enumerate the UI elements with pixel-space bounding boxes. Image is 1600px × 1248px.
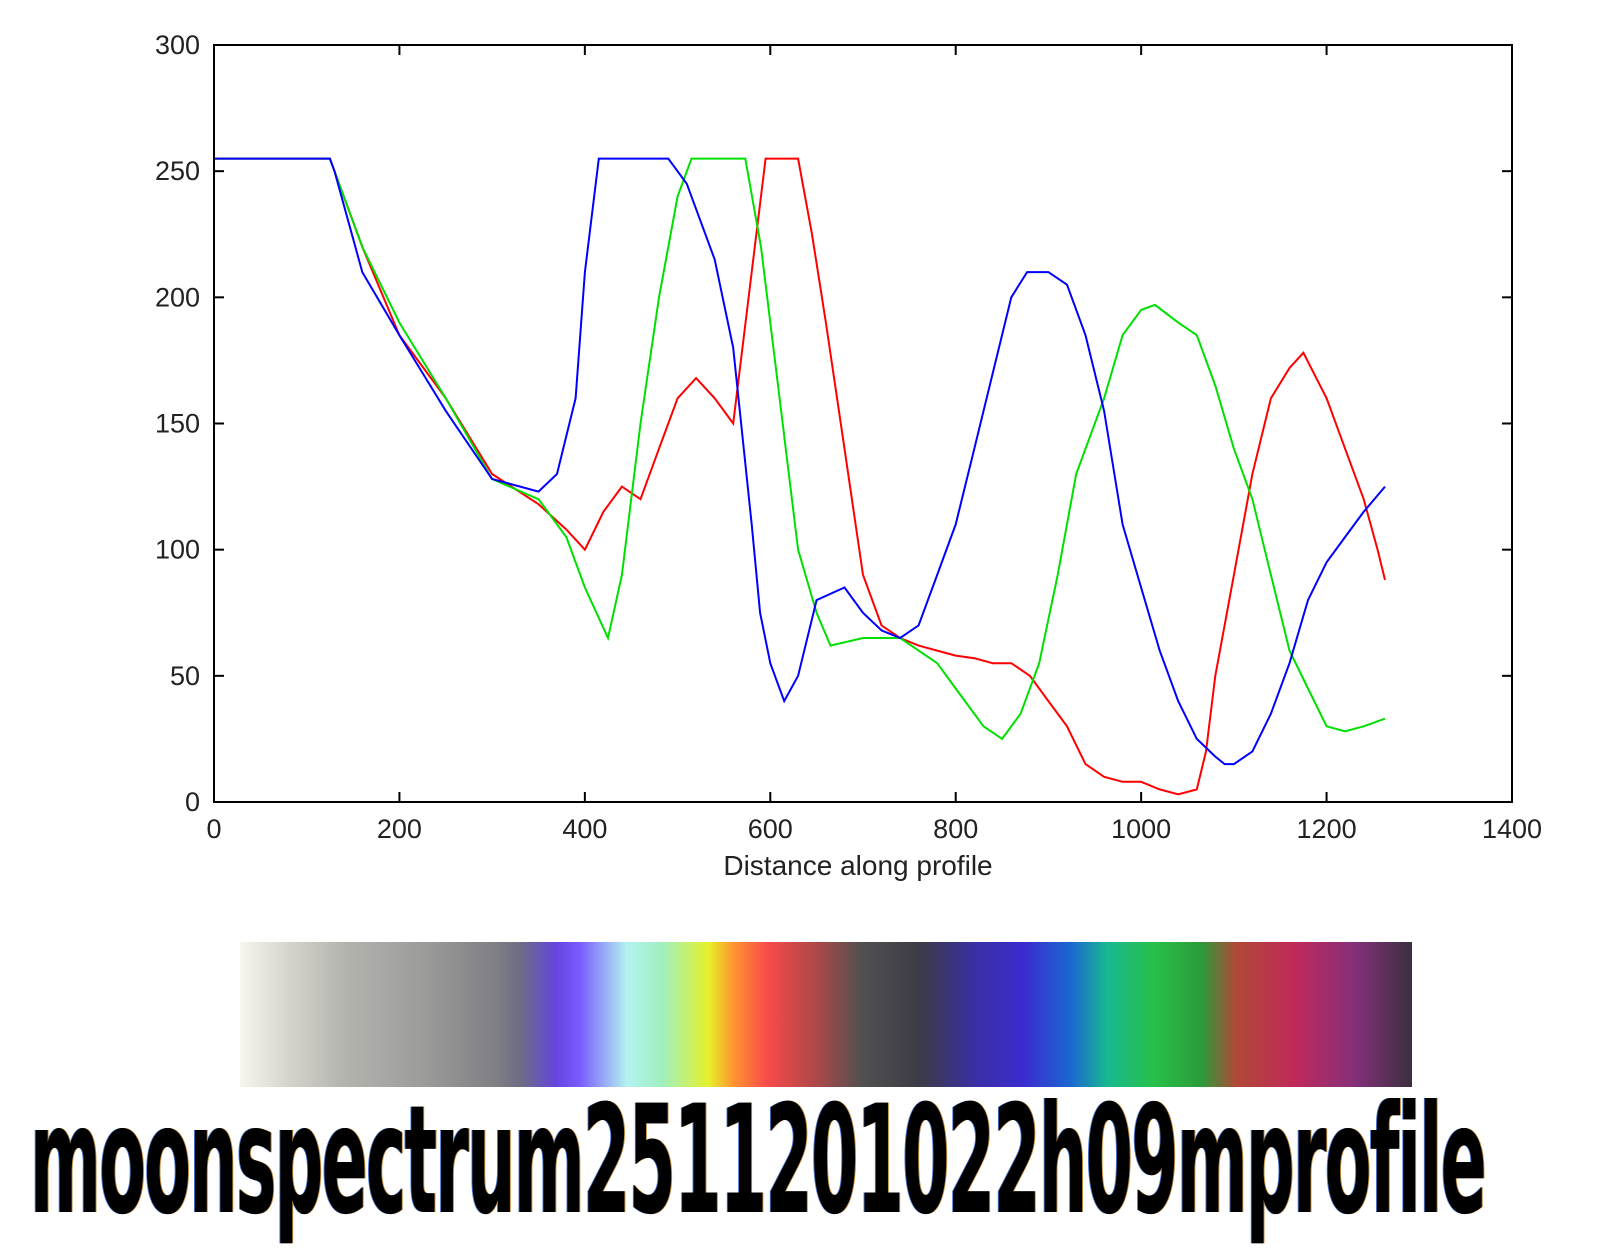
x-tick-label: 1400: [1482, 814, 1542, 844]
profile-chart: 0 200 400 600 800 1000 1200 1400 0 50 100 150 200 250…: [155, 30, 1542, 881]
x-tick-label: 800: [933, 814, 978, 844]
spectrum-image: [240, 942, 1412, 1087]
y-tick-label: 250: [155, 156, 200, 186]
plot-lines: [214, 157, 1386, 796]
y-tick-label: 200: [155, 282, 200, 312]
x-tick-label: 600: [748, 814, 793, 844]
plot-frame: [213, 44, 1513, 803]
y-tick-label: 100: [155, 535, 200, 565]
y-tick-label: 50: [170, 661, 200, 691]
series-line-0: [214, 157, 1386, 796]
caption-wrap: moonspectrum2511201022h09mprofile: [30, 1082, 1500, 1241]
x-axis-label: Distance along profile: [723, 850, 992, 881]
x-tick-label: 1200: [1297, 814, 1357, 844]
axis-ticks: 0 200 400 600 800 1000 1200 1400 0 50 100 150 200 250…: [155, 30, 1542, 844]
caption-title: moonspectrum2511201022h09mprofile: [30, 1074, 1487, 1248]
series-line-2: [214, 157, 1386, 766]
x-tick-label: 0: [206, 814, 221, 844]
x-tick-label: 200: [377, 814, 422, 844]
y-tick-label: 300: [155, 30, 200, 60]
y-tick-label: 150: [155, 409, 200, 439]
x-tick-label: 1000: [1111, 814, 1171, 844]
x-tick-label: 400: [562, 814, 607, 844]
y-tick-label: 0: [185, 787, 200, 817]
series-line-1: [214, 157, 1386, 741]
